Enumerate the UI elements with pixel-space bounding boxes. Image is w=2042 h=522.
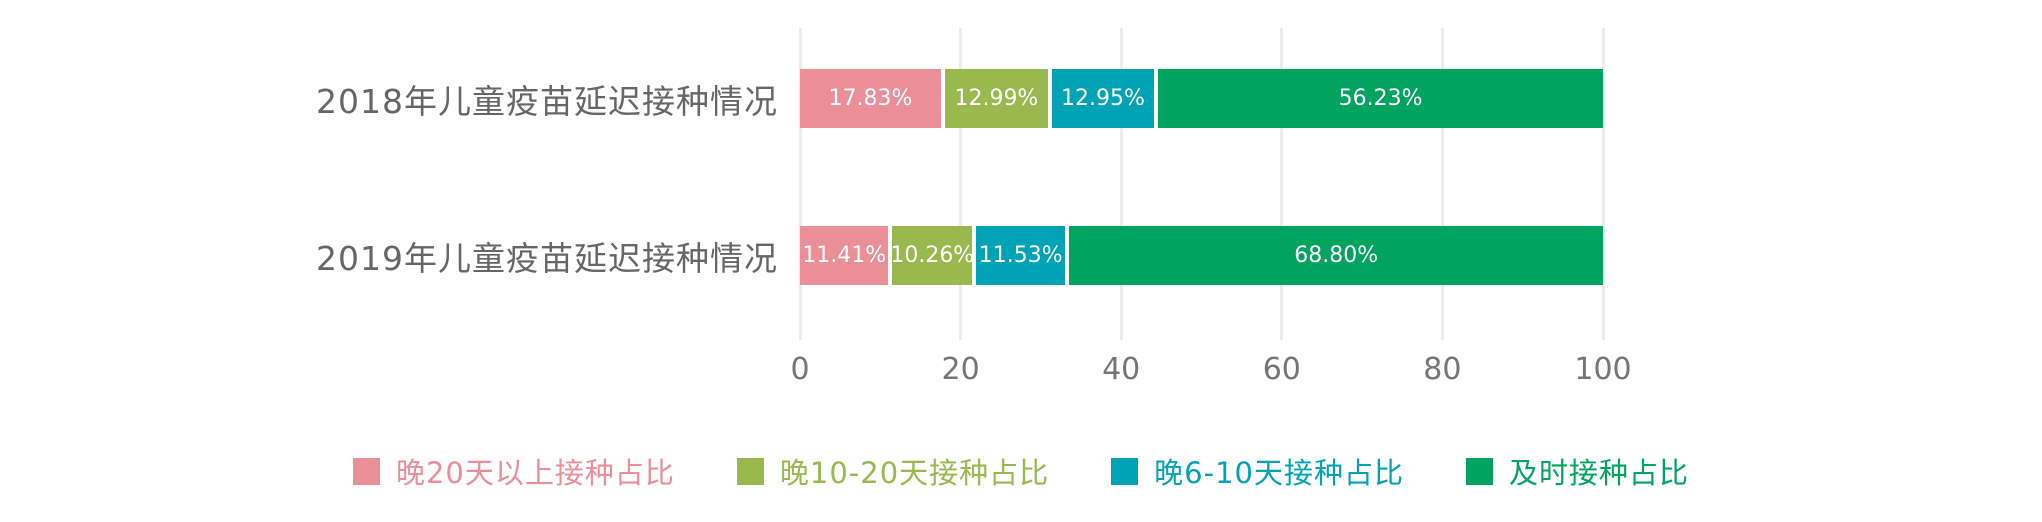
bar-segment[interactable]: 11.53% — [976, 226, 1066, 285]
bar-segment[interactable]: 12.99% — [945, 69, 1048, 128]
legend-item[interactable]: 及时接种占比 — [1466, 450, 1689, 492]
legend-item[interactable]: 晚6-10天接种占比 — [1111, 450, 1404, 492]
plot-area: 17.83% 12.99% 12.95% 56.23% 11.41% 10.26% 11.5… — [798, 28, 1605, 340]
bar-segment[interactable]: 68.80% — [1069, 226, 1603, 285]
bar-segment[interactable]: 10.26% — [890, 226, 974, 285]
gridline — [1440, 28, 1444, 340]
gridline — [1119, 28, 1123, 340]
bar-segment[interactable]: 12.95% — [1051, 69, 1155, 128]
x-axis-tick-label: 80 — [1423, 352, 1462, 387]
bar-segment[interactable]: 56.23% — [1158, 69, 1603, 128]
gridline — [798, 28, 802, 340]
stacked-bar: 11.41% 10.26% 11.53% 68.80% — [800, 226, 1603, 285]
category-label: 2019年儿童疫苗延迟接种情况 — [316, 238, 778, 278]
legend-swatch-icon — [1111, 457, 1139, 485]
legend-swatch-icon — [1466, 457, 1493, 485]
legend-item[interactable]: 晚20天以上接种占比 — [352, 450, 675, 492]
x-axis-tick-label: 60 — [1262, 352, 1301, 387]
gridline — [1280, 28, 1284, 340]
x-axis-tick-label: 100 — [1574, 352, 1632, 387]
legend-item[interactable]: 晚10-20天接种占比 — [736, 450, 1050, 492]
legend-label: 晚6-10天接种占比 — [1154, 456, 1404, 490]
legend-label: 晚20天以上接种占比 — [395, 456, 675, 490]
bar-segment[interactable]: 17.83% — [800, 69, 942, 128]
bar-segment[interactable]: 11.41% — [800, 226, 889, 285]
category-label: 2018年儿童疫苗延迟接种情况 — [316, 81, 778, 121]
x-axis: 0 20 40 60 80 100 — [790, 352, 1631, 396]
legend-label: 及时接种占比 — [1509, 456, 1690, 490]
stacked-bar: 17.83% 12.99% 12.95% 56.23% — [800, 69, 1603, 128]
legend-swatch-icon — [352, 457, 380, 485]
legend-swatch-icon — [736, 457, 764, 485]
gridline — [1601, 28, 1605, 340]
x-axis-tick-label: 20 — [941, 352, 980, 387]
x-axis-tick-label: 0 — [790, 352, 810, 387]
legend: 晚20天以上接种占比 晚10-20天接种占比 晚6-10天接种占比 及时接种占比 — [0, 450, 2042, 492]
gridline — [959, 28, 963, 340]
legend-label: 晚10-20天接种占比 — [779, 456, 1050, 490]
x-axis-tick-label: 40 — [1102, 352, 1141, 387]
